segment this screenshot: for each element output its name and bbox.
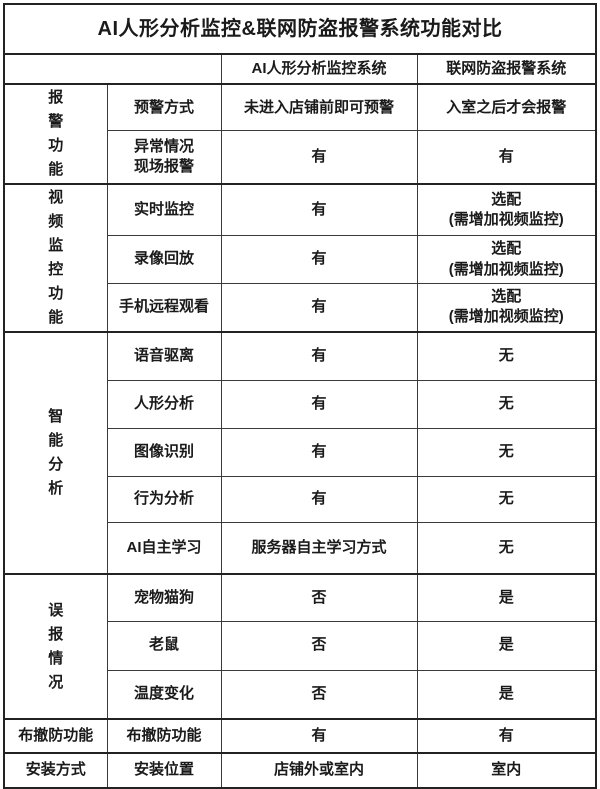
table-row: 录像回放 有 选配 (需增加视频监控) <box>4 235 597 284</box>
ai-system-cell: 否 <box>220 573 418 622</box>
feature-cell: 安装位置 <box>106 752 222 789</box>
ai-system-cell: 有 <box>220 130 418 185</box>
title-row: AI人形分析监控&联网防盗报警系统功能对比 <box>3 3 597 55</box>
table-row: 智能分析 语音驱离 有 无 <box>3 331 597 575</box>
net-system-cell: 入室之后才会报警 <box>416 83 597 132</box>
net-system-cell: 有 <box>416 130 597 185</box>
net-system-cell: 选配 (需增加视频监控) <box>416 282 597 333</box>
feature-cell: 人形分析 <box>106 379 222 429</box>
table-row: 报警功能 预警方式 未进入店铺前即可预警 入室之后才会报警 <box>3 83 597 185</box>
feature-cell: 录像回放 <box>106 235 222 284</box>
feature-cell: 预警方式 <box>106 83 222 132</box>
feature-cell: 宠物猫狗 <box>106 573 222 622</box>
group-label-text: 误报情况 <box>48 601 64 691</box>
table-row: AI自主学习 服务器自主学习方式 无 <box>4 521 597 575</box>
group-label-arm-disarm: 布撤防功能 <box>3 718 108 754</box>
net-system-cell: 无 <box>416 475 597 523</box>
feature-cell: 图像识别 <box>106 427 222 477</box>
table-row: 行为分析 有 无 <box>4 475 597 523</box>
ai-system-cell: 有 <box>220 235 418 284</box>
group-label-alarm-function: 报警功能 <box>3 83 108 185</box>
page-title: AI人形分析监控&联网防盗报警系统功能对比 <box>3 3 597 55</box>
feature-cell: 手机远程观看 <box>106 282 222 333</box>
feature-cell: 行为分析 <box>106 475 222 523</box>
net-system-cell: 无 <box>416 427 597 477</box>
ai-system-cell: 未进入店铺前即可预警 <box>220 83 418 132</box>
net-system-cell: 无 <box>416 379 597 429</box>
net-system-cell: 是 <box>416 620 597 671</box>
ai-system-cell: 否 <box>220 620 418 671</box>
group-label-text: 视频监控功能 <box>48 189 64 326</box>
ai-system-cell: 有 <box>220 379 418 429</box>
feature-cell: 语音驱离 <box>106 331 222 381</box>
net-system-cell: 室内 <box>416 752 597 789</box>
table-row: 温度变化 否 是 <box>4 669 597 720</box>
table-row: 安装方式 安装位置 店铺外或室内 室内 <box>3 752 597 789</box>
feature-cell: 实时监控 <box>106 183 222 237</box>
net-system-cell: 是 <box>416 669 597 720</box>
net-system-cell: 有 <box>416 718 597 754</box>
group-label-video-monitoring: 视频监控功能 <box>3 183 108 333</box>
net-system-cell: 无 <box>416 521 597 575</box>
feature-cell: AI自主学习 <box>106 521 222 575</box>
ai-system-cell: 服务器自主学习方式 <box>220 521 418 575</box>
net-system-cell: 是 <box>416 573 597 622</box>
ai-system-cell: 有 <box>220 718 418 754</box>
table-row: 误报情况 宠物猫狗 否 是 <box>3 573 597 720</box>
ai-system-cell: 有 <box>220 183 418 237</box>
feature-cell: 异常情况 现场报警 <box>106 130 222 185</box>
group-label-text: 报警功能 <box>48 89 64 178</box>
comparison-table: AI人形分析监控&联网防盗报警系统功能对比 AI人形分析监控系统 联网防盗报警系… <box>3 3 598 789</box>
net-system-cell: 选配 (需增加视频监控) <box>416 235 597 284</box>
net-system-cell: 无 <box>416 331 597 381</box>
ai-system-cell: 有 <box>220 282 418 333</box>
feature-cell: 布撤防功能 <box>106 718 222 754</box>
table-row: 手机远程观看 有 选配 (需增加视频监控) <box>4 282 597 333</box>
feature-cell: 温度变化 <box>106 669 222 720</box>
ai-system-cell: 有 <box>220 427 418 477</box>
column-header-net-system: 联网防盗报警系统 <box>416 53 597 85</box>
group-label-false-alarm: 误报情况 <box>3 573 108 720</box>
group-label-intelligent-analysis: 智能分析 <box>3 331 108 575</box>
ai-system-cell: 有 <box>220 331 418 381</box>
group-label-installation: 安装方式 <box>3 752 108 789</box>
table-row: 异常情况 现场报警 有 有 <box>4 130 597 185</box>
ai-system-cell: 有 <box>220 475 418 523</box>
feature-cell: 老鼠 <box>106 620 222 671</box>
ai-system-cell: 店铺外或室内 <box>220 752 418 789</box>
table-row: 人形分析 有 无 <box>4 379 597 429</box>
net-system-cell: 选配 (需增加视频监控) <box>416 183 597 237</box>
table-row: 图像识别 有 无 <box>4 427 597 477</box>
table-row: 视频监控功能 实时监控 有 选配 (需增加视频监控) <box>3 183 597 333</box>
ai-system-cell: 否 <box>220 669 418 720</box>
group-label-text: 智能分析 <box>48 408 64 497</box>
column-header-ai-system: AI人形分析监控系统 <box>220 53 418 85</box>
header-empty-cell <box>3 53 222 85</box>
table-row: 布撤防功能 布撤防功能 有 有 <box>3 718 597 754</box>
column-header-row: AI人形分析监控系统 联网防盗报警系统 <box>3 53 597 85</box>
